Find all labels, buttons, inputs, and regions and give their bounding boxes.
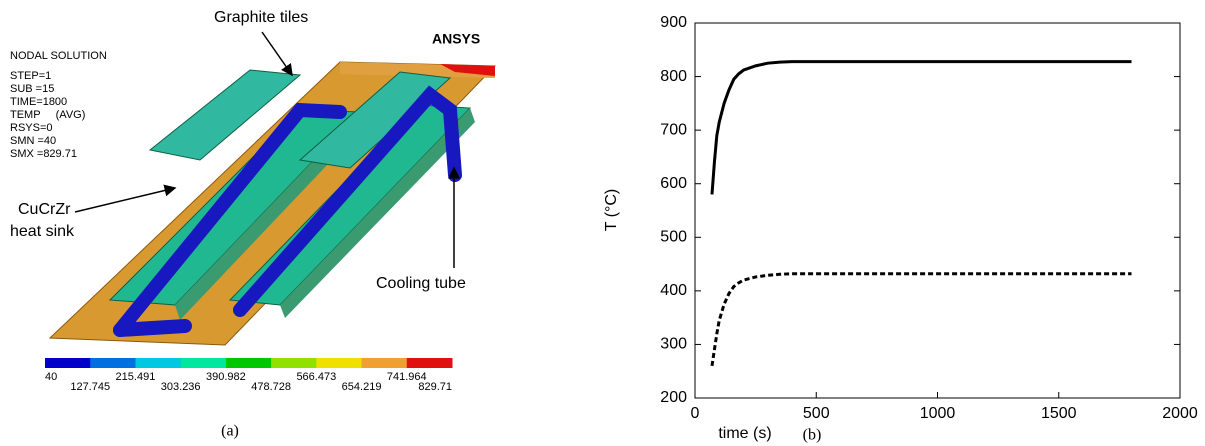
arrow	[262, 32, 292, 75]
y-tick-label: 300	[660, 336, 687, 353]
figure: NODAL SOLUTION STEP=1 SUB =15 TIME=1800 …	[0, 0, 1205, 446]
x-tick-label: 1000	[920, 405, 956, 422]
colorbar-label: 303.236	[161, 381, 201, 393]
x-axis-label: time (s)	[718, 425, 771, 442]
logo: ANSYS	[432, 31, 480, 47]
colorbar-swatch	[271, 358, 317, 368]
info-block: NODAL SOLUTION STEP=1 SUB =15 TIME=1800 …	[10, 50, 107, 160]
annotation: Graphite tiles	[214, 9, 308, 26]
y-tick-label: 900	[660, 14, 687, 31]
colorbar-label: 390.982	[206, 371, 246, 383]
caption: (a)	[221, 423, 239, 440]
x-tick-label: 1500	[1041, 405, 1077, 422]
y-tick-label: 400	[660, 282, 687, 299]
y-tick-label: 600	[660, 175, 687, 192]
colorbar-label: 127.745	[70, 381, 110, 393]
info-line: SMX =829.71	[10, 148, 77, 160]
colorbar-swatch	[226, 358, 272, 368]
data-line	[712, 274, 1132, 366]
x-tick-label: 2000	[1162, 405, 1198, 422]
colorbar-swatch	[90, 358, 136, 368]
colorbar-swatch	[181, 358, 227, 368]
annotation: Cooling tube	[376, 275, 466, 292]
y-axis-label: T (°C)	[603, 189, 620, 232]
info-line: TEMP (AVG)	[10, 109, 85, 121]
colorbar-label: 566.473	[296, 371, 336, 383]
y-tick-label: 500	[660, 229, 687, 246]
info-line: TIME=1800	[10, 96, 67, 108]
colorbar-swatch	[45, 358, 91, 368]
colorbar-label: 829.71	[418, 381, 452, 393]
x-tick-label: 0	[691, 405, 700, 422]
info-line: SUB =15	[10, 83, 54, 95]
plot-frame	[695, 23, 1180, 398]
colorbar-label: 215.491	[116, 371, 156, 383]
info-line: NODAL SOLUTION	[10, 50, 107, 62]
annotation: CuCrZr	[18, 201, 71, 218]
colorbar-swatch	[362, 358, 408, 368]
colorbar-label: 40	[45, 371, 57, 383]
line-chart: time (s) T (°C) (b) 0 500 1000 1500 2000 200 3…	[603, 14, 1198, 443]
colorbar-label: 478.728	[251, 381, 291, 393]
colorbar: 40 127.745 215.491 303.236 390.982 478.728 566…	[45, 358, 453, 393]
y-tick-label: 800	[660, 68, 687, 85]
simulation-render	[50, 62, 495, 345]
y-tick-label: 700	[660, 121, 687, 138]
info-line: RSYS=0	[10, 122, 53, 134]
colorbar-label: 654.219	[342, 381, 382, 393]
arrow	[75, 188, 175, 212]
caption: (b)	[803, 427, 822, 444]
info-line: SMN =40	[10, 135, 56, 147]
colorbar-swatch	[316, 358, 362, 368]
x-tick-label: 500	[803, 405, 830, 422]
annotation: heat sink	[10, 223, 75, 240]
info-line: STEP=1	[10, 70, 51, 82]
y-tick-label: 200	[660, 389, 687, 406]
data-line	[712, 62, 1132, 195]
colorbar-swatch	[407, 358, 453, 368]
colorbar-swatch	[135, 358, 181, 368]
